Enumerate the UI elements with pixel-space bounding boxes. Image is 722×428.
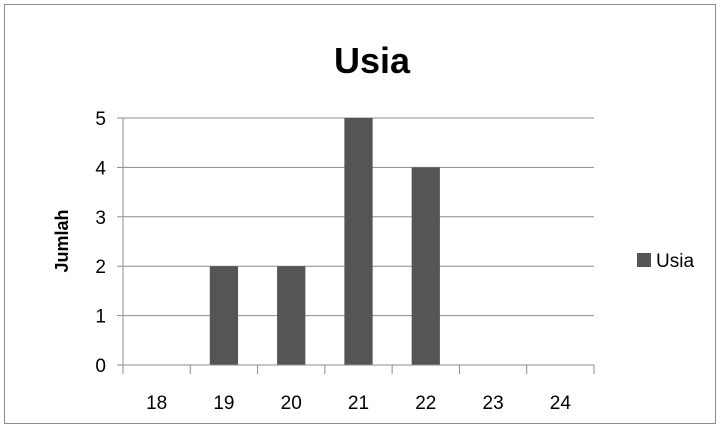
legend-label: Usia bbox=[656, 251, 694, 272]
bar-20 bbox=[277, 266, 306, 365]
y-tick-label-3: 3 bbox=[95, 208, 106, 229]
x-tick-label-19: 19 bbox=[213, 393, 234, 414]
x-tick-label-21: 21 bbox=[348, 393, 369, 414]
x-tick-label-24: 24 bbox=[550, 393, 572, 414]
bar-22 bbox=[411, 167, 440, 365]
bars bbox=[209, 118, 440, 365]
y-tick-label-2: 2 bbox=[95, 257, 106, 278]
y-tick-label-4: 4 bbox=[95, 158, 106, 179]
x-tick-label-18: 18 bbox=[146, 393, 167, 414]
legend: Usia bbox=[637, 251, 694, 272]
y-tick-label-1: 1 bbox=[95, 307, 106, 328]
x-tick-label-22: 22 bbox=[415, 393, 436, 414]
y-tick-label-0: 0 bbox=[95, 356, 106, 377]
legend-swatch bbox=[637, 253, 651, 267]
x-tick-label-20: 20 bbox=[281, 393, 302, 414]
bar-19 bbox=[209, 266, 239, 365]
y-tick-label-5: 5 bbox=[95, 109, 106, 130]
x-axis: 18 19 20 21 22 23 24 bbox=[122, 364, 595, 414]
y-axis-ticks: 0 1 2 3 4 5 bbox=[95, 109, 124, 377]
y-axis-label: Jumlah bbox=[52, 209, 72, 272]
x-tick-label-23: 23 bbox=[483, 393, 504, 414]
bar-21 bbox=[344, 118, 373, 365]
chart-title: Usia bbox=[334, 40, 411, 81]
